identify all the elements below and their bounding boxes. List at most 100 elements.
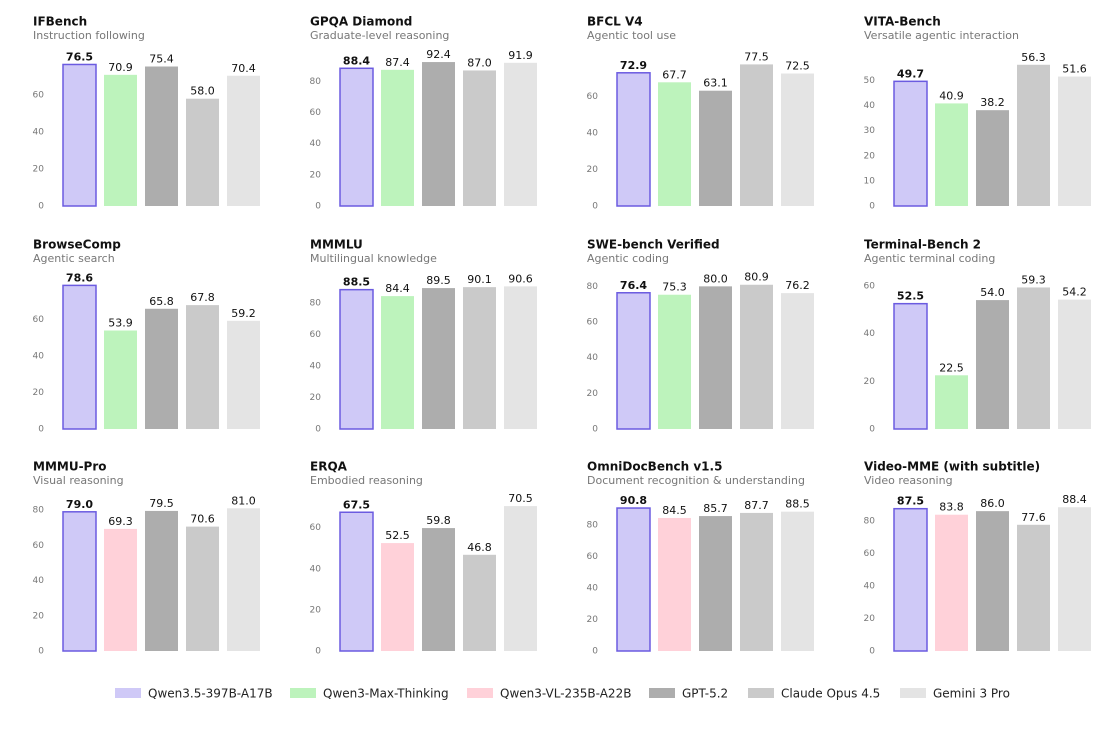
value-label: 78.6 — [66, 271, 93, 284]
y-tick-label: 20 — [33, 165, 45, 175]
chart-subtitle: Agentic coding — [587, 252, 669, 265]
chart-title: MMMLU — [310, 238, 363, 252]
value-label: 56.3 — [1021, 51, 1046, 64]
y-tick-label: 80 — [310, 299, 322, 309]
y-tick-label: 20 — [864, 377, 876, 387]
bar — [381, 296, 414, 429]
y-tick-label: 40 — [33, 351, 45, 361]
bar — [616, 292, 651, 430]
legend-swatch — [115, 688, 141, 698]
value-label: 90.8 — [620, 494, 647, 507]
chart-subtitle: Versatile agentic interaction — [864, 29, 1019, 42]
bar — [1058, 76, 1091, 206]
bar — [381, 543, 414, 651]
value-label: 75.4 — [149, 53, 174, 66]
bar — [699, 286, 732, 429]
chart-subtitle: Instruction following — [33, 29, 145, 42]
y-tick-label: 40 — [587, 353, 599, 363]
y-tick-label: 20 — [33, 388, 45, 398]
value-label: 58.0 — [190, 85, 215, 98]
bar — [145, 510, 178, 651]
y-tick-label: 40 — [864, 329, 876, 339]
y-tick-label: 60 — [864, 281, 876, 291]
value-label: 84.5 — [662, 504, 687, 517]
value-label: 40.9 — [939, 89, 964, 102]
y-tick-label: 80 — [33, 506, 45, 516]
bar — [935, 375, 968, 429]
value-label: 90.6 — [508, 272, 533, 285]
y-tick-label: 60 — [33, 91, 45, 101]
bar — [504, 506, 537, 651]
y-tick-label: 40 — [587, 128, 599, 138]
chart-title: BrowseComp — [33, 238, 121, 252]
value-label: 53.9 — [108, 317, 133, 330]
bar — [1017, 524, 1050, 651]
value-label: 87.5 — [897, 495, 924, 508]
bar — [658, 517, 691, 651]
y-tick-label: 0 — [315, 425, 321, 435]
legend-label: Claude Opus 4.5 — [781, 687, 880, 701]
bar — [104, 528, 137, 651]
y-tick-label: 60 — [587, 92, 599, 102]
value-label: 72.5 — [785, 60, 810, 73]
y-tick-label: 60 — [33, 315, 45, 325]
value-label: 52.5 — [897, 290, 924, 303]
bar — [339, 511, 374, 652]
chart-subtitle: Embodied reasoning — [310, 474, 423, 487]
chart-title: SWE-bench Verified — [587, 238, 720, 252]
value-label: 59.8 — [426, 514, 451, 527]
y-tick-label: 60 — [587, 318, 599, 328]
chart-title: MMMU-Pro — [33, 460, 107, 474]
value-label: 87.0 — [467, 56, 492, 69]
value-label: 63.1 — [703, 77, 728, 90]
value-label: 77.5 — [744, 50, 769, 63]
value-label: 90.1 — [467, 273, 492, 286]
y-tick-label: 20 — [587, 389, 599, 399]
bar — [227, 320, 260, 429]
bar — [781, 293, 814, 429]
bar — [935, 103, 968, 206]
value-label: 51.6 — [1062, 63, 1087, 76]
chart-title: Terminal-Bench 2 — [864, 238, 981, 252]
chart-title: VITA-Bench — [864, 15, 941, 29]
value-label: 91.9 — [508, 49, 533, 62]
value-label: 54.0 — [980, 286, 1005, 299]
value-label: 79.5 — [149, 497, 174, 510]
bar — [104, 74, 137, 207]
value-label: 76.2 — [785, 279, 810, 292]
y-tick-label: 60 — [310, 330, 322, 340]
y-tick-label: 60 — [310, 523, 322, 533]
value-label: 80.0 — [703, 272, 728, 285]
chart-subtitle: Visual reasoning — [33, 474, 124, 487]
bar — [339, 288, 374, 430]
y-tick-label: 60 — [33, 541, 45, 551]
y-tick-label: 0 — [869, 647, 875, 657]
bar — [781, 511, 814, 651]
y-tick-label: 10 — [864, 176, 876, 186]
bar — [616, 507, 651, 652]
bar — [227, 75, 260, 206]
y-tick-label: 0 — [869, 202, 875, 212]
bar — [104, 330, 137, 429]
chart-subtitle: Document recognition & understanding — [587, 474, 805, 487]
y-tick-label: 40 — [310, 139, 322, 149]
bar — [504, 62, 537, 207]
chart-title: GPQA Diamond — [310, 15, 412, 29]
value-label: 67.5 — [343, 498, 370, 511]
value-label: 88.5 — [343, 276, 370, 289]
y-tick-label: 20 — [864, 614, 876, 624]
y-tick-label: 80 — [587, 282, 599, 292]
value-label: 72.9 — [620, 59, 647, 72]
bar — [1017, 287, 1050, 429]
y-tick-label: 80 — [864, 516, 876, 526]
y-tick-label: 40 — [33, 576, 45, 586]
value-label: 49.7 — [897, 67, 924, 80]
y-tick-label: 30 — [864, 126, 876, 136]
y-tick-label: 40 — [587, 584, 599, 594]
bar — [422, 528, 455, 651]
legend-swatch — [649, 688, 675, 698]
y-tick-label: 80 — [310, 77, 322, 87]
bar — [893, 507, 928, 652]
y-tick-label: 40 — [310, 564, 322, 574]
bar — [62, 63, 97, 207]
